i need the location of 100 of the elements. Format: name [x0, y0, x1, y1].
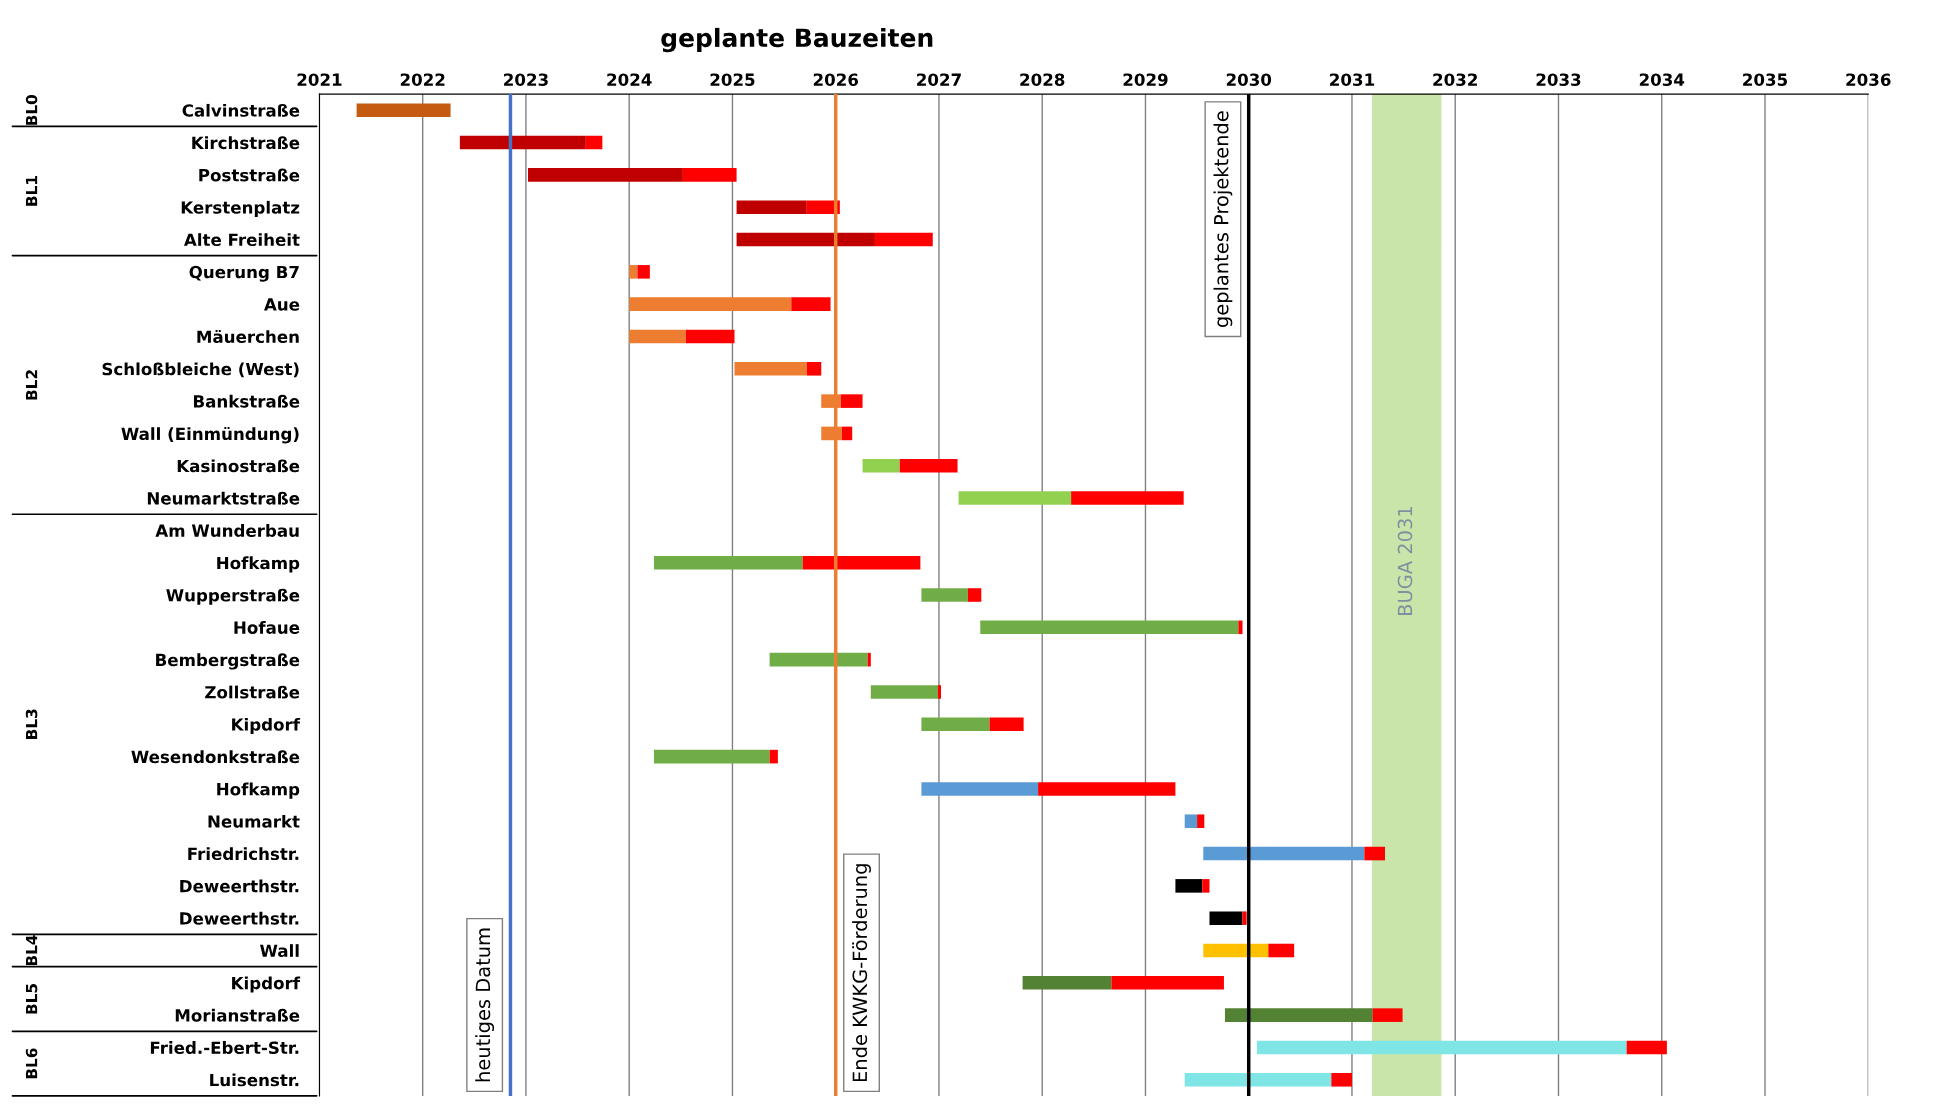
bar: [1175, 879, 1203, 893]
y-tick-label: Schloßbleiche (West): [102, 362, 299, 378]
bar: [1256, 1040, 1627, 1055]
bar: [921, 782, 1039, 796]
x-tick-label: 2023: [504, 73, 548, 86]
x-tick-label: 2031: [1330, 73, 1375, 86]
bar: [806, 362, 822, 376]
bar: [1184, 1072, 1332, 1087]
bar: [802, 555, 921, 570]
y-tick-label: Hofkamp: [217, 782, 300, 799]
bar: [769, 749, 778, 764]
y-tick-label: Fried.-Ebert-Str.: [150, 1041, 299, 1055]
y-tick-label: Poststraße: [199, 168, 300, 182]
bar: [1268, 943, 1295, 958]
bar: [736, 232, 875, 247]
y-tick-label: Kirchstraße: [192, 136, 300, 150]
bar: [653, 749, 770, 764]
y-tick-label: Kerstenplatz: [181, 200, 300, 217]
bar: [629, 329, 686, 344]
bar: [867, 652, 871, 667]
bar: [528, 168, 683, 182]
bar: [1626, 1040, 1667, 1055]
ref-line-label: Ende KWKG-Förderung: [852, 864, 871, 1082]
bar: [1331, 1072, 1352, 1087]
text: BL4: [25, 935, 38, 966]
bar: [585, 135, 603, 150]
y-tick-label: Hofkamp: [217, 556, 300, 573]
bar: [980, 620, 1239, 635]
bar: [989, 717, 1024, 732]
bar: [937, 685, 942, 699]
bar: [769, 652, 868, 667]
y-tick-label: Deweerthstr.: [180, 879, 299, 893]
bar: [1202, 879, 1210, 893]
bar: [682, 168, 737, 182]
y-tick-label: Wesendonkstraße: [131, 750, 300, 764]
y-tick-label: Bankstraße: [193, 394, 300, 408]
bar: [736, 200, 807, 214]
y-tick-label: Kasinostraße: [177, 459, 300, 473]
bar: [1203, 943, 1269, 958]
bar: [874, 232, 933, 247]
x-tick-label: 2027: [917, 73, 961, 86]
y-tick-label: Am Wunderbau: [155, 524, 299, 537]
bar: [1111, 976, 1224, 990]
text: BL1: [25, 176, 38, 206]
x-tick-label: 2026: [813, 73, 858, 86]
y-tick-label: Neumarkt: [208, 814, 300, 828]
bar: [459, 135, 586, 150]
y-tick-label: Friedrichstr.: [188, 847, 299, 861]
bar: [958, 491, 1072, 505]
x-tick-label: 2024: [607, 73, 652, 86]
ref-line-label: heutiges Datum: [475, 928, 495, 1082]
y-tick-label: Kipdorf: [232, 717, 301, 735]
text: BL0: [25, 94, 38, 125]
ref-line-label: geplantes Projektende: [1213, 111, 1233, 328]
bar: [1372, 1008, 1403, 1022]
text: BL3: [25, 709, 38, 739]
text: BL6: [25, 1048, 38, 1079]
bar: [734, 362, 807, 376]
chart-title: geplante Bauzeiten: [661, 27, 933, 53]
x-tick-label: 2033: [1536, 73, 1581, 86]
bar: [637, 265, 650, 279]
bar: [1022, 976, 1112, 990]
bar: [1364, 846, 1386, 861]
x-tick-label: 2036: [1846, 73, 1891, 86]
y-tick-label: Bembergstraße: [156, 653, 300, 670]
bar: [921, 588, 968, 602]
band-label: BUGA 2031: [1397, 507, 1413, 615]
x-tick-label: 2034: [1639, 73, 1685, 86]
bar: [685, 329, 735, 344]
bar: [870, 685, 938, 699]
y-tick-label: Aue: [264, 298, 300, 311]
bar: [840, 394, 863, 408]
bar: [1203, 846, 1365, 861]
y-tick-label: Neumarktstraße: [147, 491, 300, 505]
x-tick-label: 2030: [1226, 73, 1272, 86]
y-tick-label: Luisenstr.: [210, 1073, 299, 1087]
y-tick-label: Wall: [260, 944, 299, 958]
y-tick-label: Querung B7: [189, 265, 299, 282]
bar: [791, 297, 831, 311]
y-tick-label: Kipdorf: [232, 976, 301, 993]
bar: [1184, 814, 1198, 829]
x-tick-label: 2025: [710, 73, 755, 86]
bar: [967, 588, 982, 602]
text: BL2: [25, 370, 38, 400]
bar: [921, 717, 990, 732]
y-tick-label: Alte Freiheit: [183, 233, 300, 247]
y-tick-label: Mäuerchen: [197, 329, 299, 344]
bar: [1197, 814, 1205, 829]
bar: [1238, 620, 1243, 635]
y-tick-label: Hofaue: [234, 621, 300, 634]
x-tick-label: 2021: [297, 73, 342, 86]
x-tick-label: 2029: [1123, 73, 1168, 86]
x-tick-label: 2035: [1743, 73, 1788, 86]
y-tick-label: Morianstraße: [175, 1008, 300, 1022]
bar: [841, 426, 853, 441]
bar: [629, 297, 792, 311]
bar: [1242, 911, 1247, 925]
bar: [806, 200, 840, 214]
bar: [899, 458, 958, 473]
bar: [1224, 1008, 1373, 1022]
